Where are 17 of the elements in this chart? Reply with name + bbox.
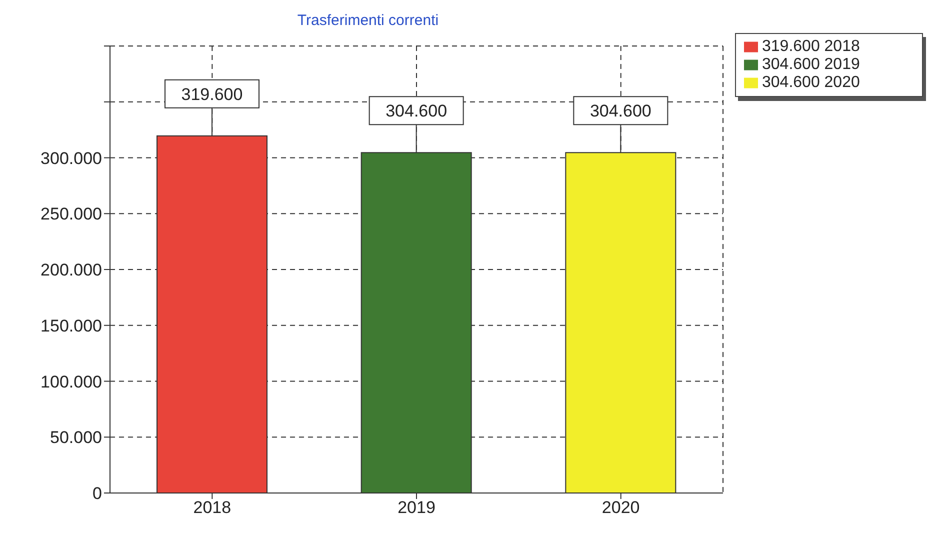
legend-label: 319.600 2018 [762,38,860,55]
legend-label: 304.600 2020 [762,74,860,91]
data-label: 304.600 [590,102,652,121]
legend-label: 304.600 2019 [762,56,860,73]
y-tick-label: 0 [92,484,102,504]
x-tick-label: 2018 [193,498,232,518]
x-tick-label: 2020 [602,498,640,518]
y-tick-label: 50.000 [50,428,102,448]
y-tick-label: 150.000 [40,316,102,336]
chart-title: Trasferimenti correnti [296,12,440,29]
data-label: 319.600 [181,84,243,104]
y-tick-label: 100.000 [40,372,102,392]
y-tick-label: 200.000 [40,260,102,280]
y-tick-label: 250.000 [40,204,102,224]
data-label: 304.600 [386,102,448,121]
y-tick-label: 300.000 [40,148,102,168]
x-tick-label: 2019 [398,498,436,518]
